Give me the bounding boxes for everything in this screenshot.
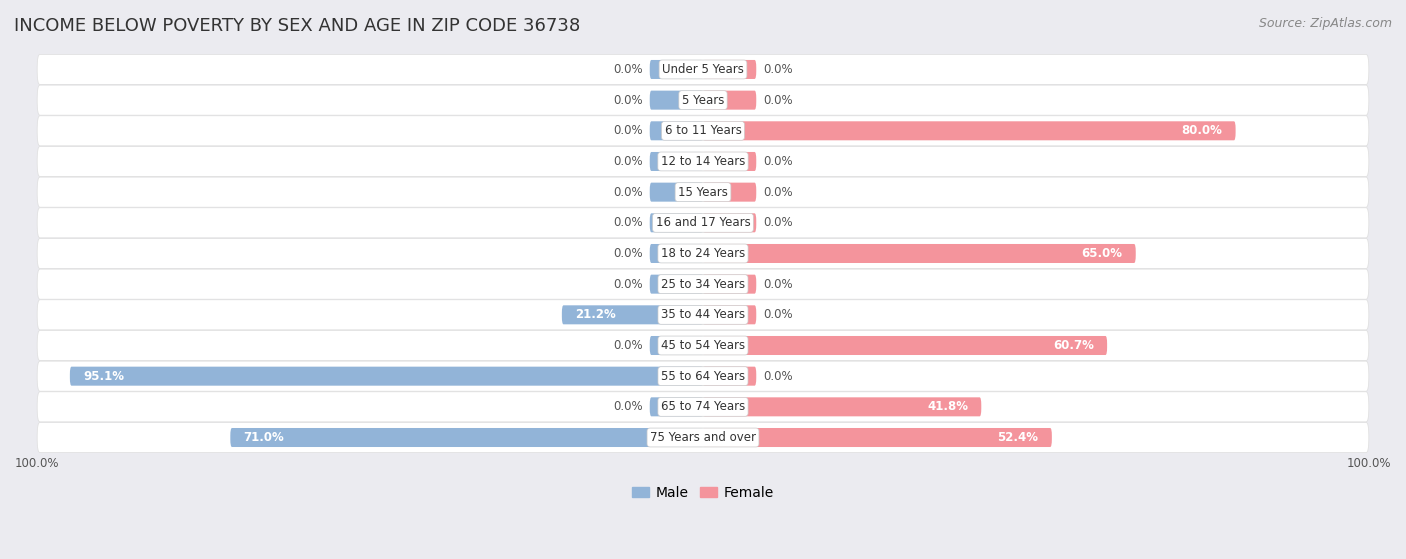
Text: 0.0%: 0.0%: [763, 155, 793, 168]
FancyBboxPatch shape: [37, 208, 1369, 238]
Text: 21.2%: 21.2%: [575, 309, 616, 321]
Text: 0.0%: 0.0%: [613, 124, 643, 138]
FancyBboxPatch shape: [703, 91, 756, 110]
Text: 80.0%: 80.0%: [1181, 124, 1222, 138]
Text: 65.0%: 65.0%: [1081, 247, 1122, 260]
Text: INCOME BELOW POVERTY BY SEX AND AGE IN ZIP CODE 36738: INCOME BELOW POVERTY BY SEX AND AGE IN Z…: [14, 17, 581, 35]
FancyBboxPatch shape: [650, 152, 703, 171]
Text: 15 Years: 15 Years: [678, 186, 728, 198]
Text: 25 to 34 Years: 25 to 34 Years: [661, 278, 745, 291]
Text: 0.0%: 0.0%: [613, 400, 643, 413]
Text: Under 5 Years: Under 5 Years: [662, 63, 744, 76]
Text: 35 to 44 Years: 35 to 44 Years: [661, 309, 745, 321]
Text: 71.0%: 71.0%: [243, 431, 284, 444]
Text: 0.0%: 0.0%: [613, 216, 643, 229]
FancyBboxPatch shape: [703, 397, 981, 416]
Text: 12 to 14 Years: 12 to 14 Years: [661, 155, 745, 168]
Text: Source: ZipAtlas.com: Source: ZipAtlas.com: [1258, 17, 1392, 30]
Text: 0.0%: 0.0%: [763, 216, 793, 229]
FancyBboxPatch shape: [703, 367, 756, 386]
FancyBboxPatch shape: [37, 300, 1369, 330]
Text: 0.0%: 0.0%: [763, 186, 793, 198]
Text: 0.0%: 0.0%: [613, 155, 643, 168]
Text: 55 to 64 Years: 55 to 64 Years: [661, 369, 745, 383]
FancyBboxPatch shape: [650, 214, 703, 233]
Text: 0.0%: 0.0%: [763, 94, 793, 107]
FancyBboxPatch shape: [37, 361, 1369, 391]
Text: 65 to 74 Years: 65 to 74 Years: [661, 400, 745, 413]
FancyBboxPatch shape: [37, 54, 1369, 84]
Text: 0.0%: 0.0%: [613, 94, 643, 107]
FancyBboxPatch shape: [703, 214, 756, 233]
FancyBboxPatch shape: [703, 183, 756, 202]
Text: 0.0%: 0.0%: [763, 278, 793, 291]
FancyBboxPatch shape: [703, 336, 1107, 355]
FancyBboxPatch shape: [37, 330, 1369, 361]
Text: 41.8%: 41.8%: [927, 400, 967, 413]
FancyBboxPatch shape: [650, 397, 703, 416]
FancyBboxPatch shape: [562, 305, 703, 324]
Text: 45 to 54 Years: 45 to 54 Years: [661, 339, 745, 352]
Text: 75 Years and over: 75 Years and over: [650, 431, 756, 444]
FancyBboxPatch shape: [650, 274, 703, 293]
FancyBboxPatch shape: [37, 239, 1369, 268]
FancyBboxPatch shape: [703, 274, 756, 293]
Text: 60.7%: 60.7%: [1053, 339, 1094, 352]
FancyBboxPatch shape: [650, 91, 703, 110]
Text: 0.0%: 0.0%: [613, 186, 643, 198]
FancyBboxPatch shape: [70, 367, 703, 386]
FancyBboxPatch shape: [650, 60, 703, 79]
Text: 0.0%: 0.0%: [763, 369, 793, 383]
FancyBboxPatch shape: [37, 392, 1369, 422]
FancyBboxPatch shape: [37, 177, 1369, 207]
FancyBboxPatch shape: [231, 428, 703, 447]
Text: 0.0%: 0.0%: [763, 63, 793, 76]
Text: 6 to 11 Years: 6 to 11 Years: [665, 124, 741, 138]
Text: 0.0%: 0.0%: [613, 63, 643, 76]
Text: 0.0%: 0.0%: [613, 339, 643, 352]
Text: 95.1%: 95.1%: [83, 369, 124, 383]
Text: 18 to 24 Years: 18 to 24 Years: [661, 247, 745, 260]
Text: 16 and 17 Years: 16 and 17 Years: [655, 216, 751, 229]
Text: 0.0%: 0.0%: [613, 278, 643, 291]
Text: 52.4%: 52.4%: [997, 431, 1039, 444]
FancyBboxPatch shape: [650, 244, 703, 263]
FancyBboxPatch shape: [650, 121, 703, 140]
FancyBboxPatch shape: [703, 305, 756, 324]
FancyBboxPatch shape: [650, 336, 703, 355]
FancyBboxPatch shape: [703, 152, 756, 171]
Legend: Male, Female: Male, Female: [627, 481, 779, 506]
Text: 0.0%: 0.0%: [613, 247, 643, 260]
FancyBboxPatch shape: [37, 146, 1369, 177]
Text: 0.0%: 0.0%: [763, 309, 793, 321]
FancyBboxPatch shape: [37, 269, 1369, 299]
FancyBboxPatch shape: [37, 116, 1369, 146]
Text: 5 Years: 5 Years: [682, 94, 724, 107]
FancyBboxPatch shape: [703, 428, 1052, 447]
FancyBboxPatch shape: [650, 183, 703, 202]
FancyBboxPatch shape: [37, 423, 1369, 453]
FancyBboxPatch shape: [37, 85, 1369, 115]
FancyBboxPatch shape: [703, 121, 1236, 140]
FancyBboxPatch shape: [703, 244, 1136, 263]
FancyBboxPatch shape: [703, 60, 756, 79]
